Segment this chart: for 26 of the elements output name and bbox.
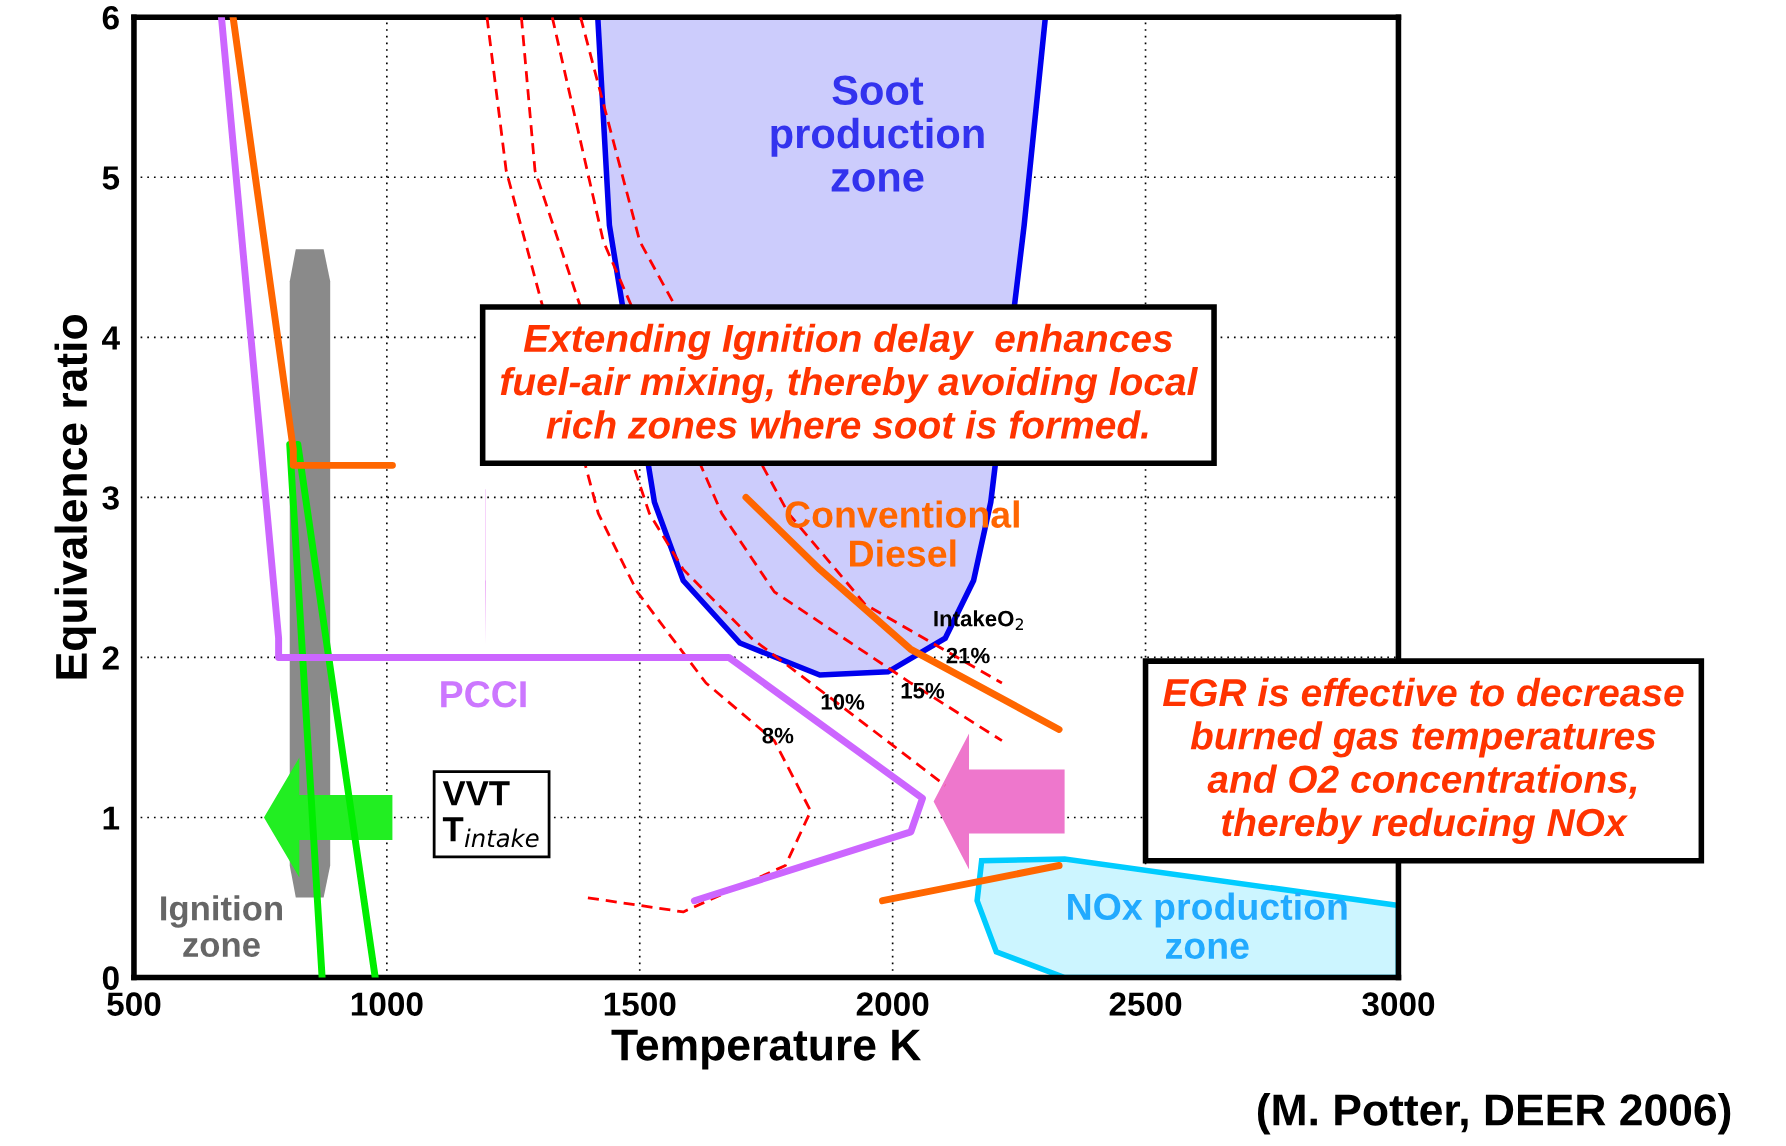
annotation: 10% bbox=[821, 694, 865, 710]
annotation: Ignition zone bbox=[161, 895, 282, 957]
annotation: NOx production zone bbox=[1068, 892, 1347, 960]
annotation: EGR is effective to decrease burned gas temperatures and O2 concentrations, thereby reducing NOx bbox=[1162, 677, 1684, 845]
annotation: 21% bbox=[946, 647, 990, 664]
y-tick-label: 4 bbox=[102, 326, 120, 350]
y-tick-label: 1 bbox=[103, 806, 120, 830]
annotation: Soot production zone bbox=[771, 75, 984, 192]
x-tick-label: 3000 bbox=[1362, 992, 1435, 1016]
annotation: Extending Ignition delay enhances fuel-air mixing, thereby avoiding local rich zones where soot is formed. bbox=[500, 323, 1199, 439]
x-tick-label: 2500 bbox=[1109, 992, 1182, 1016]
y-tick-label: 0 bbox=[102, 966, 119, 990]
text: (M. Potter, DEER 2006) bbox=[1257, 1093, 1731, 1135]
x-tick-label: 1500 bbox=[604, 992, 676, 1016]
y-tick-label: 3 bbox=[102, 486, 119, 510]
y-tick-label: 5 bbox=[102, 166, 120, 190]
annotation: PCCI bbox=[441, 680, 526, 708]
y-tick-label: 2 bbox=[102, 646, 119, 670]
x-tick-label: 2000 bbox=[856, 992, 929, 1016]
annotation: 8% bbox=[762, 727, 794, 744]
x-axis-title: Temperature K bbox=[611, 1029, 921, 1070]
y-tick-label: 6 bbox=[102, 5, 119, 30]
x-tick-label: 500 bbox=[107, 992, 161, 1016]
x-tick-label: 1000 bbox=[351, 992, 423, 1016]
y-axis-title: Equivalence ratio bbox=[54, 315, 96, 679]
annotation: VVT T$_{intake}$ bbox=[442, 781, 539, 848]
